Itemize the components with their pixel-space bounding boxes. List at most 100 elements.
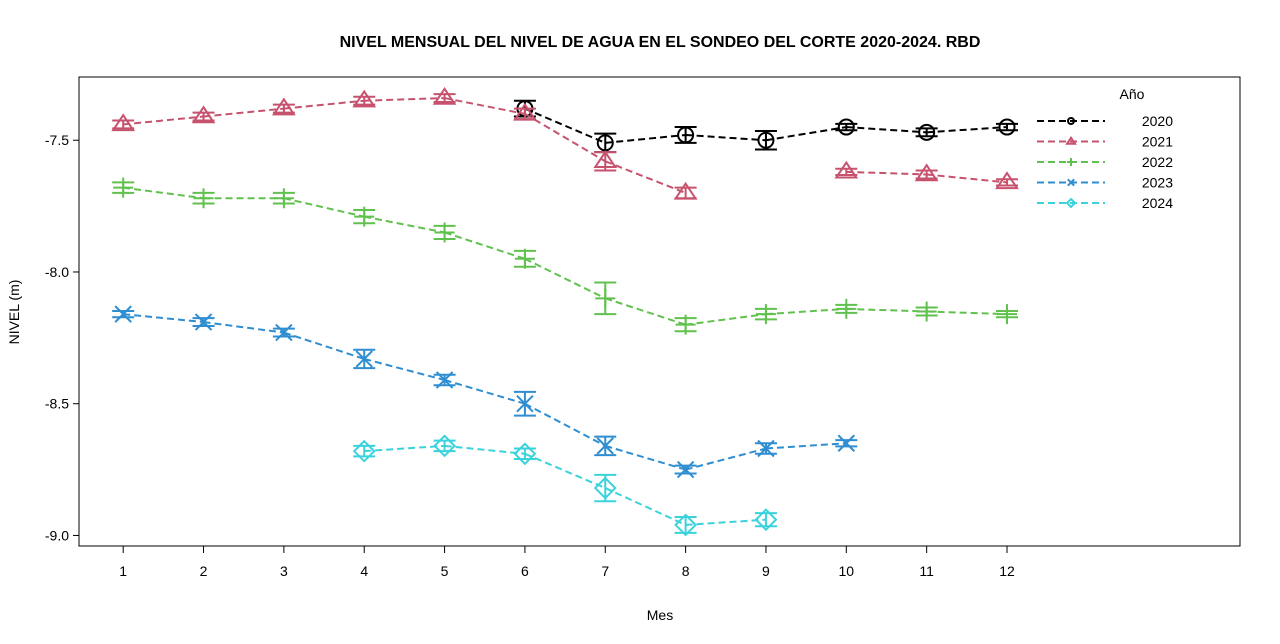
series-2021 (111, 86, 1019, 200)
x-tick-label: 7 (601, 563, 609, 579)
data-point (593, 150, 618, 169)
x-tick-label: 8 (682, 563, 690, 579)
y-tick-label: -7.5 (45, 132, 69, 148)
legend-label-2024: 2024 (1142, 195, 1173, 211)
legend-label-2023: 2023 (1142, 175, 1173, 191)
data-point (596, 437, 614, 455)
data-point (513, 102, 537, 121)
error-bar (754, 130, 777, 151)
x-tick-label: 5 (441, 563, 449, 579)
data-point (755, 304, 776, 325)
error-bar (112, 119, 135, 130)
y-axis-label: NIVEL (m) (6, 280, 22, 345)
data-point (757, 439, 775, 458)
series-group (111, 86, 1019, 537)
data-point (354, 206, 375, 227)
data-point (355, 350, 373, 368)
legend-title: Año (1120, 86, 1145, 102)
data-point (995, 171, 1019, 190)
x-tick-label: 9 (762, 563, 770, 579)
legend-marker-2022 (1067, 158, 1075, 166)
error-bar (353, 444, 376, 458)
data-point (757, 131, 775, 149)
data-point (673, 181, 698, 200)
series-2020 (513, 99, 1018, 154)
x-axis: 1 2 3 4 5 6 7 8 9 10 11 12 (119, 545, 1015, 579)
chart-title: NIVEL MENSUAL DEL NIVEL DE AGUA EN EL SO… (340, 34, 981, 51)
data-point (193, 188, 214, 209)
legend-label-2020: 2020 (1142, 113, 1173, 129)
legend: Año 2020 2021 2022 2023 2024 (1037, 86, 1173, 211)
legend-label-2022: 2022 (1142, 154, 1173, 170)
error-bar (915, 169, 938, 180)
data-point (272, 97, 296, 116)
data-point (837, 434, 856, 452)
error-bar (433, 439, 456, 453)
data-point (273, 188, 294, 209)
data-point (914, 163, 939, 182)
data-point (998, 118, 1016, 136)
data-point (111, 113, 136, 132)
data-point (352, 89, 377, 108)
data-point (191, 105, 216, 124)
data-point (514, 248, 535, 269)
data-point (674, 513, 698, 537)
x-tick-label: 10 (839, 563, 855, 579)
error-bar (754, 512, 777, 528)
x-tick-label: 12 (999, 563, 1015, 579)
data-point (435, 371, 454, 389)
data-point (676, 460, 695, 479)
error-bar (192, 111, 215, 122)
series-2024 (352, 434, 778, 537)
data-point (834, 160, 859, 179)
data-point (918, 123, 936, 141)
data-point (516, 395, 534, 413)
data-point (432, 86, 457, 105)
data-point (114, 305, 132, 323)
error-bar (433, 93, 456, 104)
y-axis: -9.0 -8.5 -8.0 -7.5 (45, 132, 79, 543)
legend-marker-2020 (1067, 117, 1075, 125)
data-point (593, 476, 617, 500)
data-point (194, 313, 213, 331)
series-line-2021 (123, 97, 1008, 194)
y-tick-label: -8.5 (45, 396, 69, 412)
error-bar (272, 103, 295, 114)
data-point (434, 222, 455, 243)
x-axis-label: Mes (647, 607, 673, 623)
x-tick-label: 11 (919, 563, 934, 579)
data-point (754, 508, 778, 532)
series-line-2022 (123, 186, 1008, 326)
data-point (837, 118, 855, 136)
series-line-2024 (364, 444, 767, 526)
x-tick-label: 2 (200, 563, 208, 579)
series-2023 (112, 305, 858, 479)
y-tick-label: -8.0 (45, 264, 69, 280)
data-point (113, 177, 134, 198)
data-point (916, 301, 937, 322)
plot-area (78, 76, 1241, 547)
x-tick-label: 6 (521, 563, 529, 579)
error-bar (674, 516, 697, 534)
data-point (433, 434, 456, 458)
legend-marker-2024 (1065, 197, 1077, 209)
legend-marker-2021 (1065, 135, 1077, 145)
series-2022 (112, 177, 1018, 335)
x-tick-label: 1 (119, 563, 127, 579)
legend-marker-2023 (1067, 178, 1075, 187)
data-point (675, 314, 696, 335)
data-point (513, 442, 537, 466)
data-point (677, 126, 695, 144)
data-point (996, 304, 1017, 325)
data-point (836, 298, 857, 319)
error-bar (513, 447, 536, 461)
error-bar (353, 95, 376, 106)
legend-label-2021: 2021 (1142, 134, 1173, 150)
data-point (595, 288, 616, 309)
x-tick-label: 4 (360, 563, 368, 579)
x-tick-label: 3 (280, 563, 288, 579)
y-tick-label: -9.0 (45, 527, 69, 543)
series-line-2023 (123, 313, 847, 471)
data-point (275, 323, 293, 342)
